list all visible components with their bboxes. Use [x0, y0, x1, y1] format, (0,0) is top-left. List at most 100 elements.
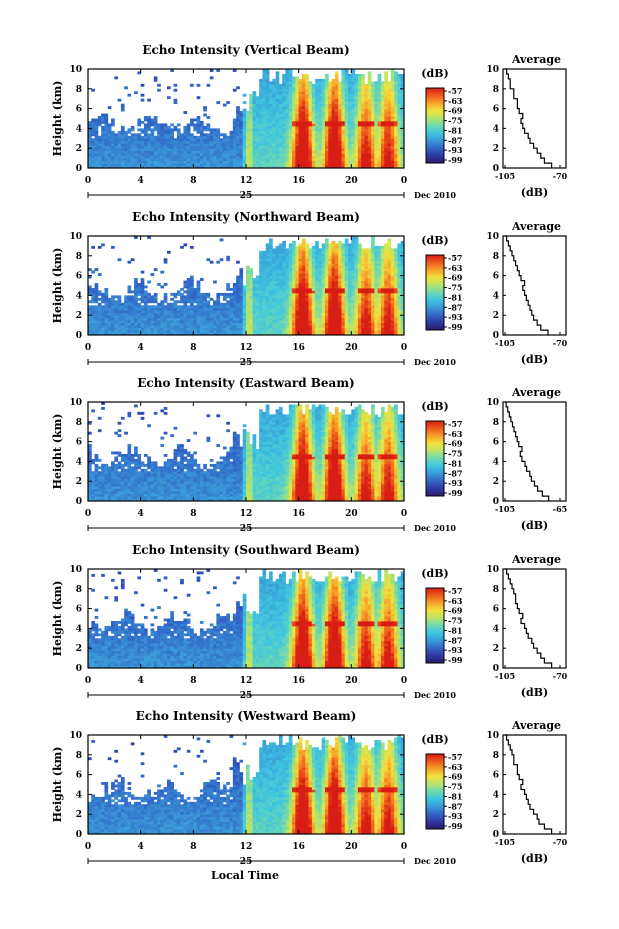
heatmap-cell: [377, 123, 382, 127]
heatmap-cell: [249, 287, 253, 291]
heatmap-cell: [216, 315, 221, 319]
heatmap-cell: [183, 315, 188, 319]
heatmap-cell: [321, 330, 326, 333]
heatmap-cell: [301, 120, 306, 124]
heatmap-cell: [183, 332, 188, 336]
heatmap-cell: [367, 91, 372, 95]
heatmap-cell: [318, 143, 323, 147]
heatmap-cell: [278, 106, 283, 110]
heatmap-cell: [275, 73, 280, 77]
heatmap-cell: [91, 270, 95, 274]
heatmap-cell: [160, 322, 165, 326]
heatmap-cell: [325, 270, 329, 274]
heatmap-cell: [130, 320, 135, 324]
heatmap-cell: [338, 275, 342, 279]
heatmap-cell: [216, 135, 221, 139]
heatmap-cell: [285, 285, 290, 289]
heatmap-cell: [292, 130, 296, 134]
heatmap-cell: [348, 101, 352, 105]
heatmap-cell: [285, 250, 290, 254]
heatmap-cell: [328, 111, 332, 114]
heatmap-cell: [357, 91, 362, 95]
heatmap-cell: [183, 163, 188, 166]
heatmap-cell: [364, 116, 369, 119]
heatmap-cell: [150, 128, 155, 132]
heatmap-cell: [157, 310, 161, 314]
heatmap-cell: [380, 103, 385, 107]
heatmap-cell: [186, 163, 191, 166]
heatmap-cell: [117, 148, 122, 152]
heatmap-cell: [91, 148, 95, 152]
heatmap-cell: [344, 160, 349, 164]
heatmap-cell: [275, 295, 280, 299]
heatmap-cell: [292, 253, 296, 257]
heatmap-cell: [367, 150, 372, 154]
heatmap-cell: [394, 71, 398, 75]
heatmap-cell: [124, 330, 128, 333]
heatmap-cell: [357, 273, 362, 277]
heatmap-cell: [226, 101, 230, 105]
heatmap-cell: [328, 160, 332, 164]
heatmap-cell: [288, 268, 293, 272]
heatmap-cell: [318, 290, 323, 294]
heatmap-cell: [278, 300, 283, 304]
heatmap-cell: [272, 130, 277, 134]
heatmap-cell: [272, 135, 277, 139]
heatmap-cell: [216, 325, 221, 328]
heatmap-cell: [269, 150, 273, 154]
heatmap-cell: [282, 273, 286, 277]
heatmap-cell: [331, 125, 336, 129]
heatmap-cell: [242, 165, 247, 169]
heatmap-cell: [209, 133, 214, 137]
colorbar-tick-label: -81: [448, 125, 462, 135]
heatmap-cell: [338, 320, 342, 324]
heatmap-cell: [288, 160, 293, 164]
heatmap-cell: [341, 280, 346, 284]
heatmap-cell: [130, 310, 135, 314]
heatmap-cell: [321, 120, 326, 124]
heatmap-cell: [357, 307, 362, 311]
heatmap-cell: [344, 130, 349, 134]
heatmap-cell: [387, 138, 392, 142]
heatmap-cell: [94, 163, 99, 166]
heatmap-cell: [150, 165, 155, 169]
heatmap-cell: [190, 307, 194, 311]
heatmap-cell: [295, 155, 300, 159]
heatmap-cell: [308, 91, 313, 95]
heatmap-cell: [295, 263, 300, 267]
heatmap-cell: [305, 120, 309, 124]
heatmap-cell: [325, 78, 329, 82]
heatmap-cell: [262, 278, 267, 281]
heatmap-cell: [101, 113, 105, 117]
heatmap-cell: [153, 125, 158, 129]
heatmap-cell: [338, 145, 342, 149]
heatmap-cell: [213, 148, 217, 152]
heatmap-cell: [226, 315, 230, 319]
heatmap-cell: [295, 153, 300, 157]
heatmap-cell: [390, 158, 395, 161]
heatmap-cell: [344, 295, 349, 299]
heatmap-cell: [282, 268, 286, 272]
heatmap-cell: [344, 128, 349, 132]
heatmap-cell: [249, 158, 253, 161]
heatmap-cell: [341, 88, 346, 92]
heatmap-cell: [176, 307, 181, 311]
heatmap-cell: [193, 325, 198, 328]
heatmap-cell: [380, 135, 385, 139]
heatmap-cell: [272, 258, 277, 262]
heatmap-cell: [328, 140, 332, 144]
heatmap-cell: [216, 320, 221, 324]
heatmap-cell: [318, 283, 323, 286]
heatmap-cell: [325, 238, 329, 242]
heatmap-cell: [150, 138, 155, 142]
heatmap-cell: [321, 125, 326, 129]
heatmap-cell: [163, 322, 168, 326]
heatmap-cell: [364, 325, 369, 328]
heatmap-cell: [229, 330, 234, 333]
heatmap-cell: [295, 133, 300, 137]
heatmap-cell: [163, 332, 168, 336]
heatmap-cell: [101, 153, 105, 157]
heatmap-cell: [167, 325, 171, 328]
heatmap-cell: [397, 145, 402, 149]
heatmap-cell: [259, 258, 263, 262]
